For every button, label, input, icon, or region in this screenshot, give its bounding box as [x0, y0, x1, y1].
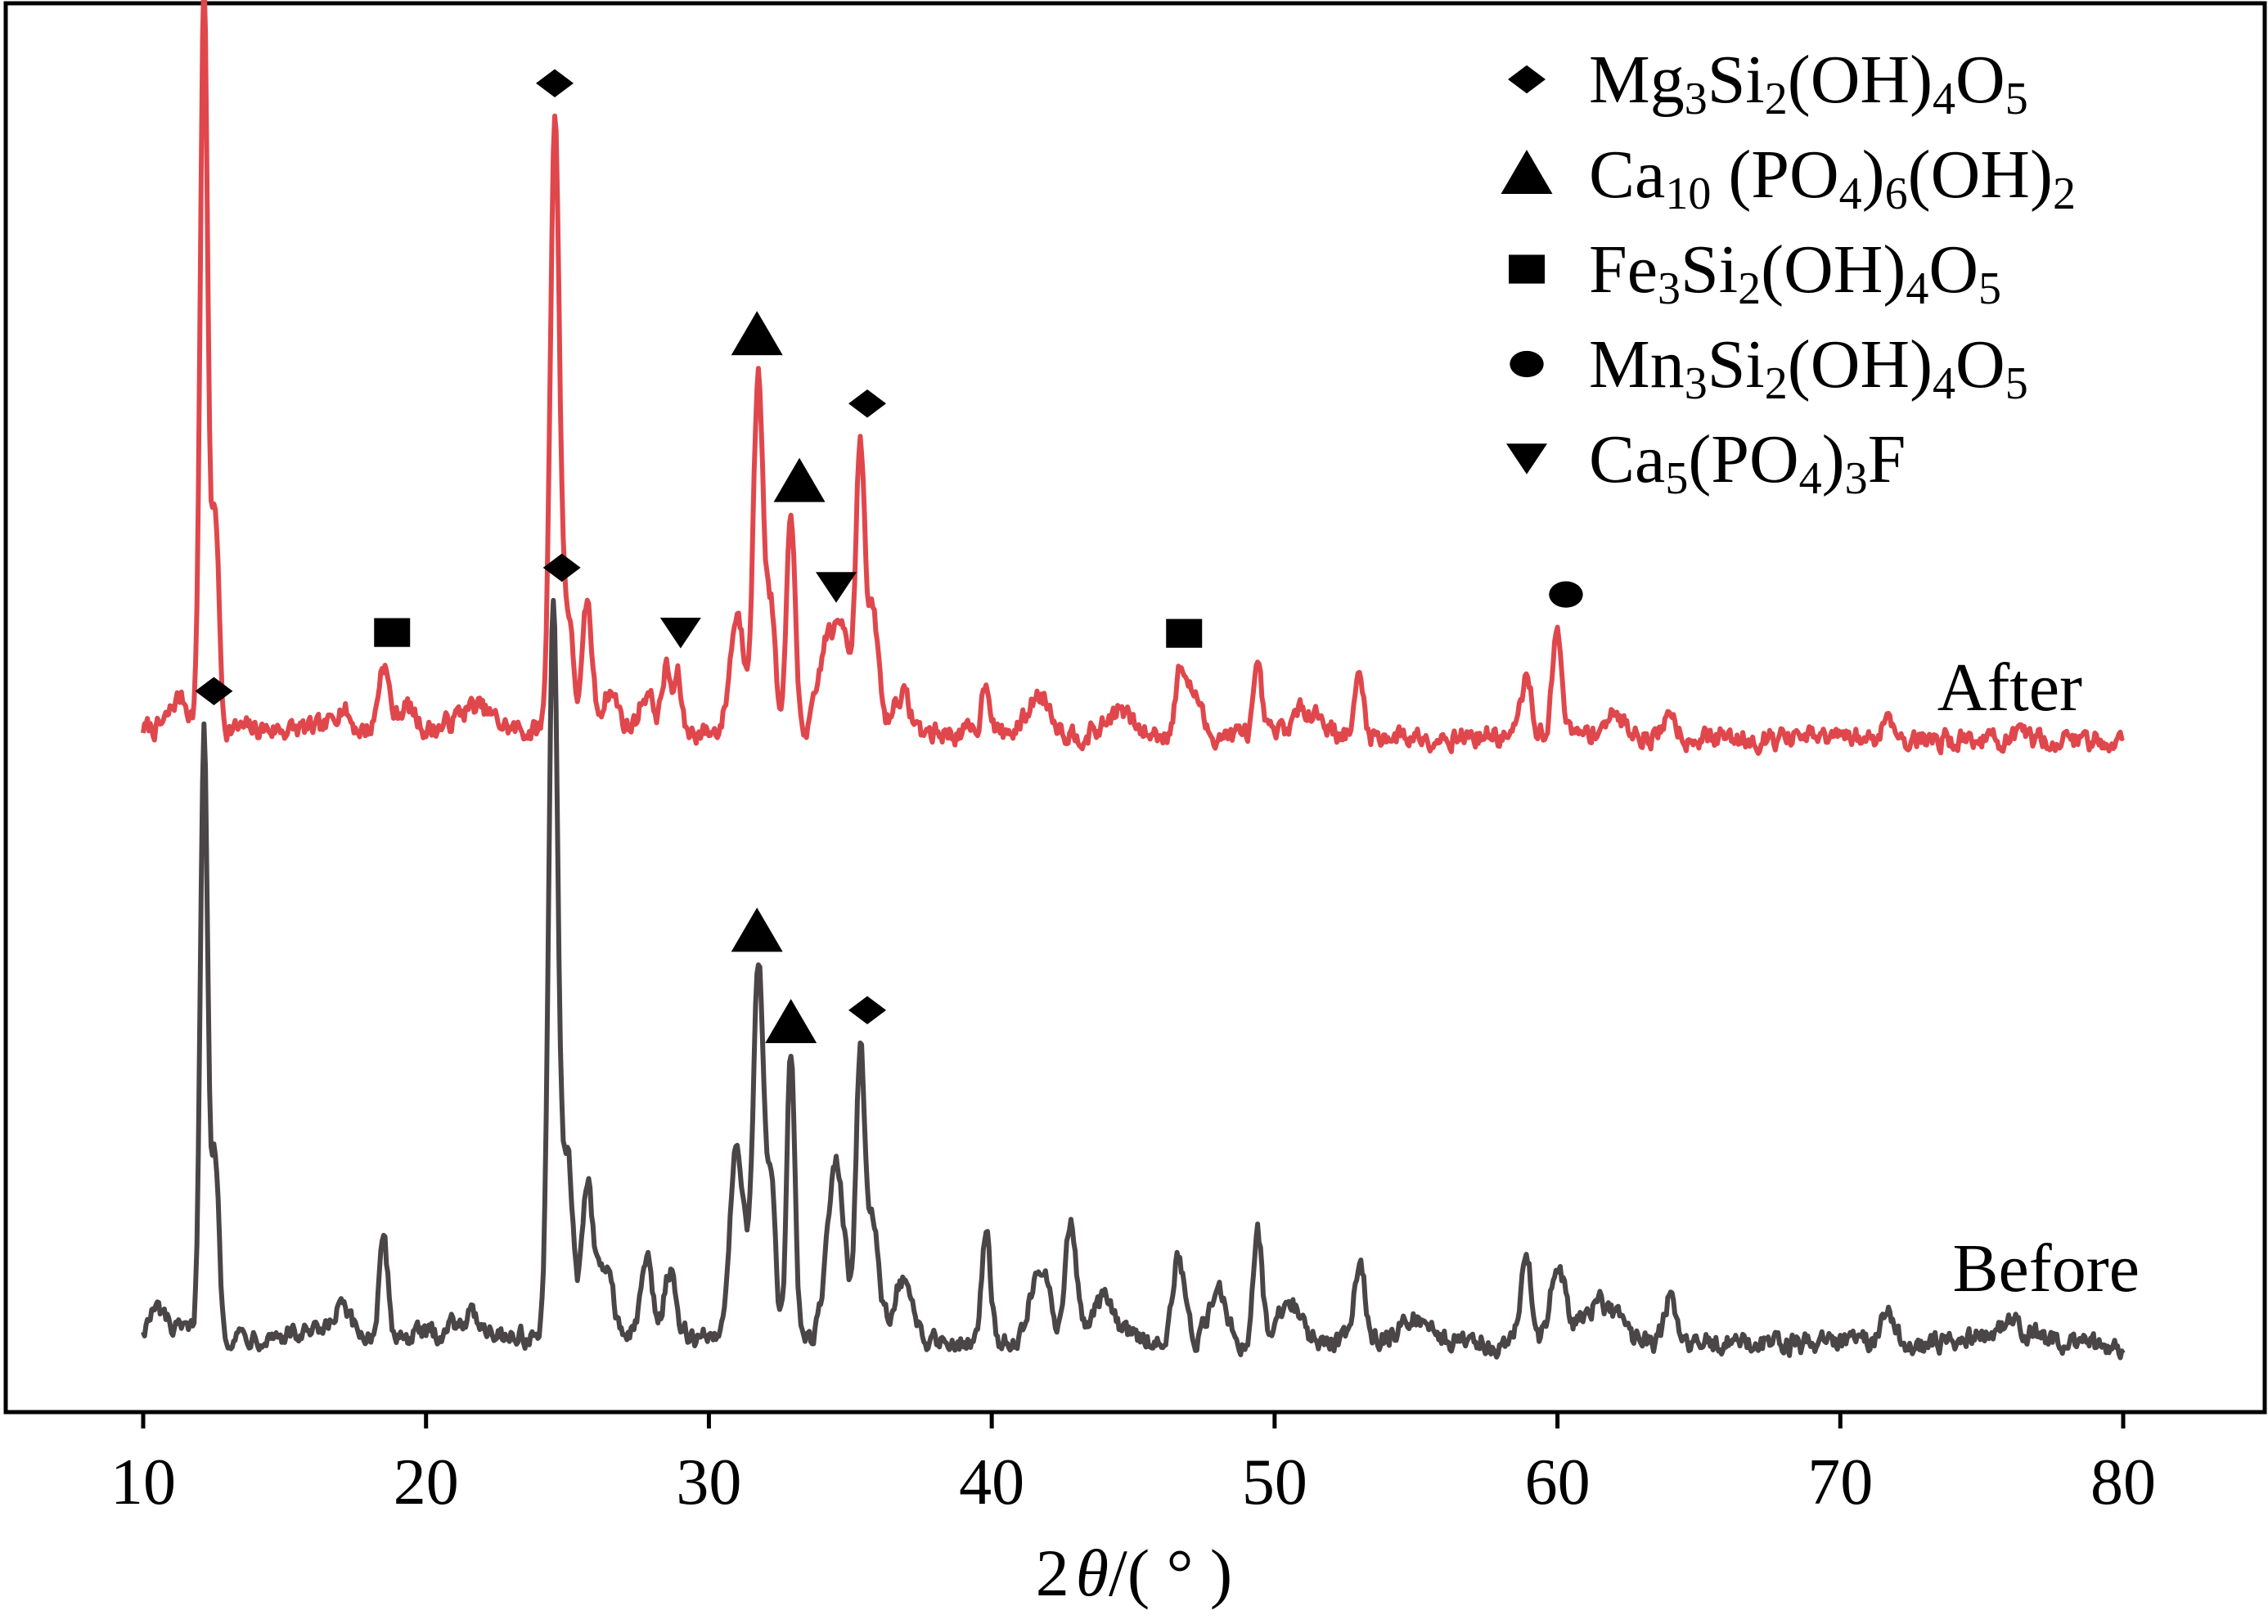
legend-label-3-part-3: 2	[1765, 358, 1788, 409]
peak-marker-after-square-8	[1166, 619, 1203, 648]
legend-label-1-part-0: Ca	[1589, 137, 1665, 213]
peak-marker-after-triangle-down-6	[816, 572, 857, 603]
legend-label-1-part-4: )	[1862, 137, 1885, 213]
x-tick-label-70: 70	[1807, 1446, 1873, 1518]
x-axis-label: 2θ/( ° )	[1036, 1536, 1232, 1610]
peak-marker-before-diamond-11	[542, 553, 581, 583]
legend-label-0-part-3: 2	[1765, 74, 1788, 124]
legend-label-2-part-1: 3	[1658, 263, 1681, 314]
legend-label-1-part-2: (PO	[1711, 137, 1838, 213]
legend-label-1-part-6: (OH)	[1908, 137, 2053, 213]
legend-label-2-part-4: (OH)	[1761, 232, 1906, 308]
legend-label-3-part-7: 5	[2005, 358, 2028, 409]
peak-marker-after-triangle-down-3	[659, 617, 701, 649]
peak-marker-after-triangle-up-4	[731, 311, 783, 356]
legend-label-3-part-1: 3	[1685, 358, 1708, 409]
legend-label-0-part-0: Mg	[1589, 42, 1685, 118]
legend-label-2-part-5: 4	[1906, 263, 1928, 314]
peak-marker-before-diamond-10	[195, 677, 233, 705]
x-tick-label-60: 60	[1525, 1446, 1591, 1518]
legend-label-4: Ca5(PO4)3F	[1589, 421, 1906, 504]
legend-label-1: Ca10 (PO4)6(OH)2	[1589, 137, 2076, 219]
legend-symbol-diamond	[1508, 65, 1546, 94]
legend-label-4-part-2: (PO	[1688, 421, 1798, 497]
legend-label-3-part-6: O	[1955, 326, 2005, 403]
series-layer: After Before	[141, 0, 2140, 1361]
x-tick-label-20: 20	[394, 1446, 459, 1518]
legend-item-1: Ca10 (PO4)6(OH)2	[1501, 137, 2076, 219]
legend-label-0-part-7: 5	[2005, 74, 2028, 124]
x-axis-label-prefix: 2	[1036, 1536, 1069, 1610]
legend-label-2-part-2: Si	[1681, 232, 1738, 308]
legend-label-4-part-0: Ca	[1589, 421, 1665, 497]
x-tick-label-30: 30	[676, 1446, 741, 1518]
series-label-before: Before	[1952, 1230, 2140, 1307]
legend-label-3-part-4: (OH)	[1788, 326, 1933, 403]
legend-label-2-part-7: 5	[1978, 263, 2001, 314]
series-line-after	[141, 0, 2125, 756]
legend-item-3: Mn3Si2(OH)4O5	[1510, 326, 2028, 409]
legend-label-2: Fe3Si2(OH)4O5	[1589, 232, 2001, 314]
peak-marker-after-diamond-1	[536, 69, 574, 98]
legend-item-2: Fe3Si2(OH)4O5	[1509, 232, 2001, 314]
legend-label-1-part-1: 10	[1665, 169, 1711, 219]
legend-label-4-part-6: F	[1868, 421, 1906, 497]
legend-label-0: Mg3Si2(OH)4O5	[1589, 42, 2028, 124]
legend-label-4-part-1: 5	[1665, 453, 1688, 504]
legend-label-4-part-3: 4	[1799, 453, 1822, 504]
peak-marker-before-triangle-up-12	[731, 907, 783, 952]
peak-marker-layer	[195, 69, 1583, 1043]
legend-symbol-triangle-up	[1501, 150, 1553, 194]
peak-marker-after-diamond-7	[848, 389, 887, 418]
chart-frame	[3, 1, 2267, 1415]
legend-label-3: Mn3Si2(OH)4O5	[1589, 326, 2028, 409]
legend-label-1-part-3: 4	[1839, 169, 1862, 219]
x-axis-label-suffix: /( ° )	[1109, 1536, 1232, 1610]
peak-marker-before-triangle-up-13	[765, 998, 817, 1043]
legend-label-0-part-1: 3	[1685, 74, 1708, 124]
peak-marker-before-diamond-14	[848, 996, 887, 1025]
legend-label-0-part-6: O	[1955, 42, 2005, 118]
legend-label-0-part-5: 4	[1933, 74, 1955, 124]
legend-label-3-part-0: Mn	[1589, 326, 1685, 403]
legend-label-3-part-5: 4	[1933, 358, 1955, 409]
legend-label-1-part-7: 2	[2053, 169, 2076, 219]
legend-label-3-part-2: Si	[1708, 326, 1765, 403]
series-line-before	[141, 597, 2126, 1361]
legend-label-4-part-4: )	[1822, 421, 1845, 497]
legend-label-4-part-5: 3	[1845, 453, 1868, 504]
legend-label-1-part-5: 6	[1885, 169, 1908, 219]
legend-symbol-square	[1509, 254, 1545, 284]
legend-item-4: Ca5(PO4)3F	[1506, 421, 1906, 504]
legend-label-0-part-2: Si	[1708, 42, 1765, 118]
x-tick-label-10: 10	[110, 1446, 176, 1518]
peak-marker-after-square-2	[374, 618, 411, 647]
x-tick-label-40: 40	[959, 1446, 1024, 1518]
legend-label-2-part-3: 2	[1738, 263, 1761, 314]
x-tick-label-50: 50	[1242, 1446, 1307, 1518]
x-axis: 10 20 30 40 50 60 70 80	[110, 1412, 2156, 1518]
legend-item-0: Mg3Si2(OH)4O5	[1508, 42, 2028, 124]
legend-label-2-part-0: Fe	[1589, 232, 1658, 308]
legend-label-0-part-4: (OH)	[1788, 42, 1933, 118]
legend-label-2-part-6: O	[1928, 232, 1978, 308]
peak-marker-after-triangle-up-5	[773, 457, 826, 502]
x-axis-label-theta: θ	[1076, 1536, 1109, 1610]
legend-symbol-triangle-down	[1506, 443, 1547, 475]
series-label-after: After	[1937, 650, 2082, 726]
legend-symbol-circle	[1510, 350, 1544, 378]
peak-marker-after-circle-9	[1549, 581, 1583, 608]
x-tick-label-80: 80	[2090, 1446, 2156, 1518]
